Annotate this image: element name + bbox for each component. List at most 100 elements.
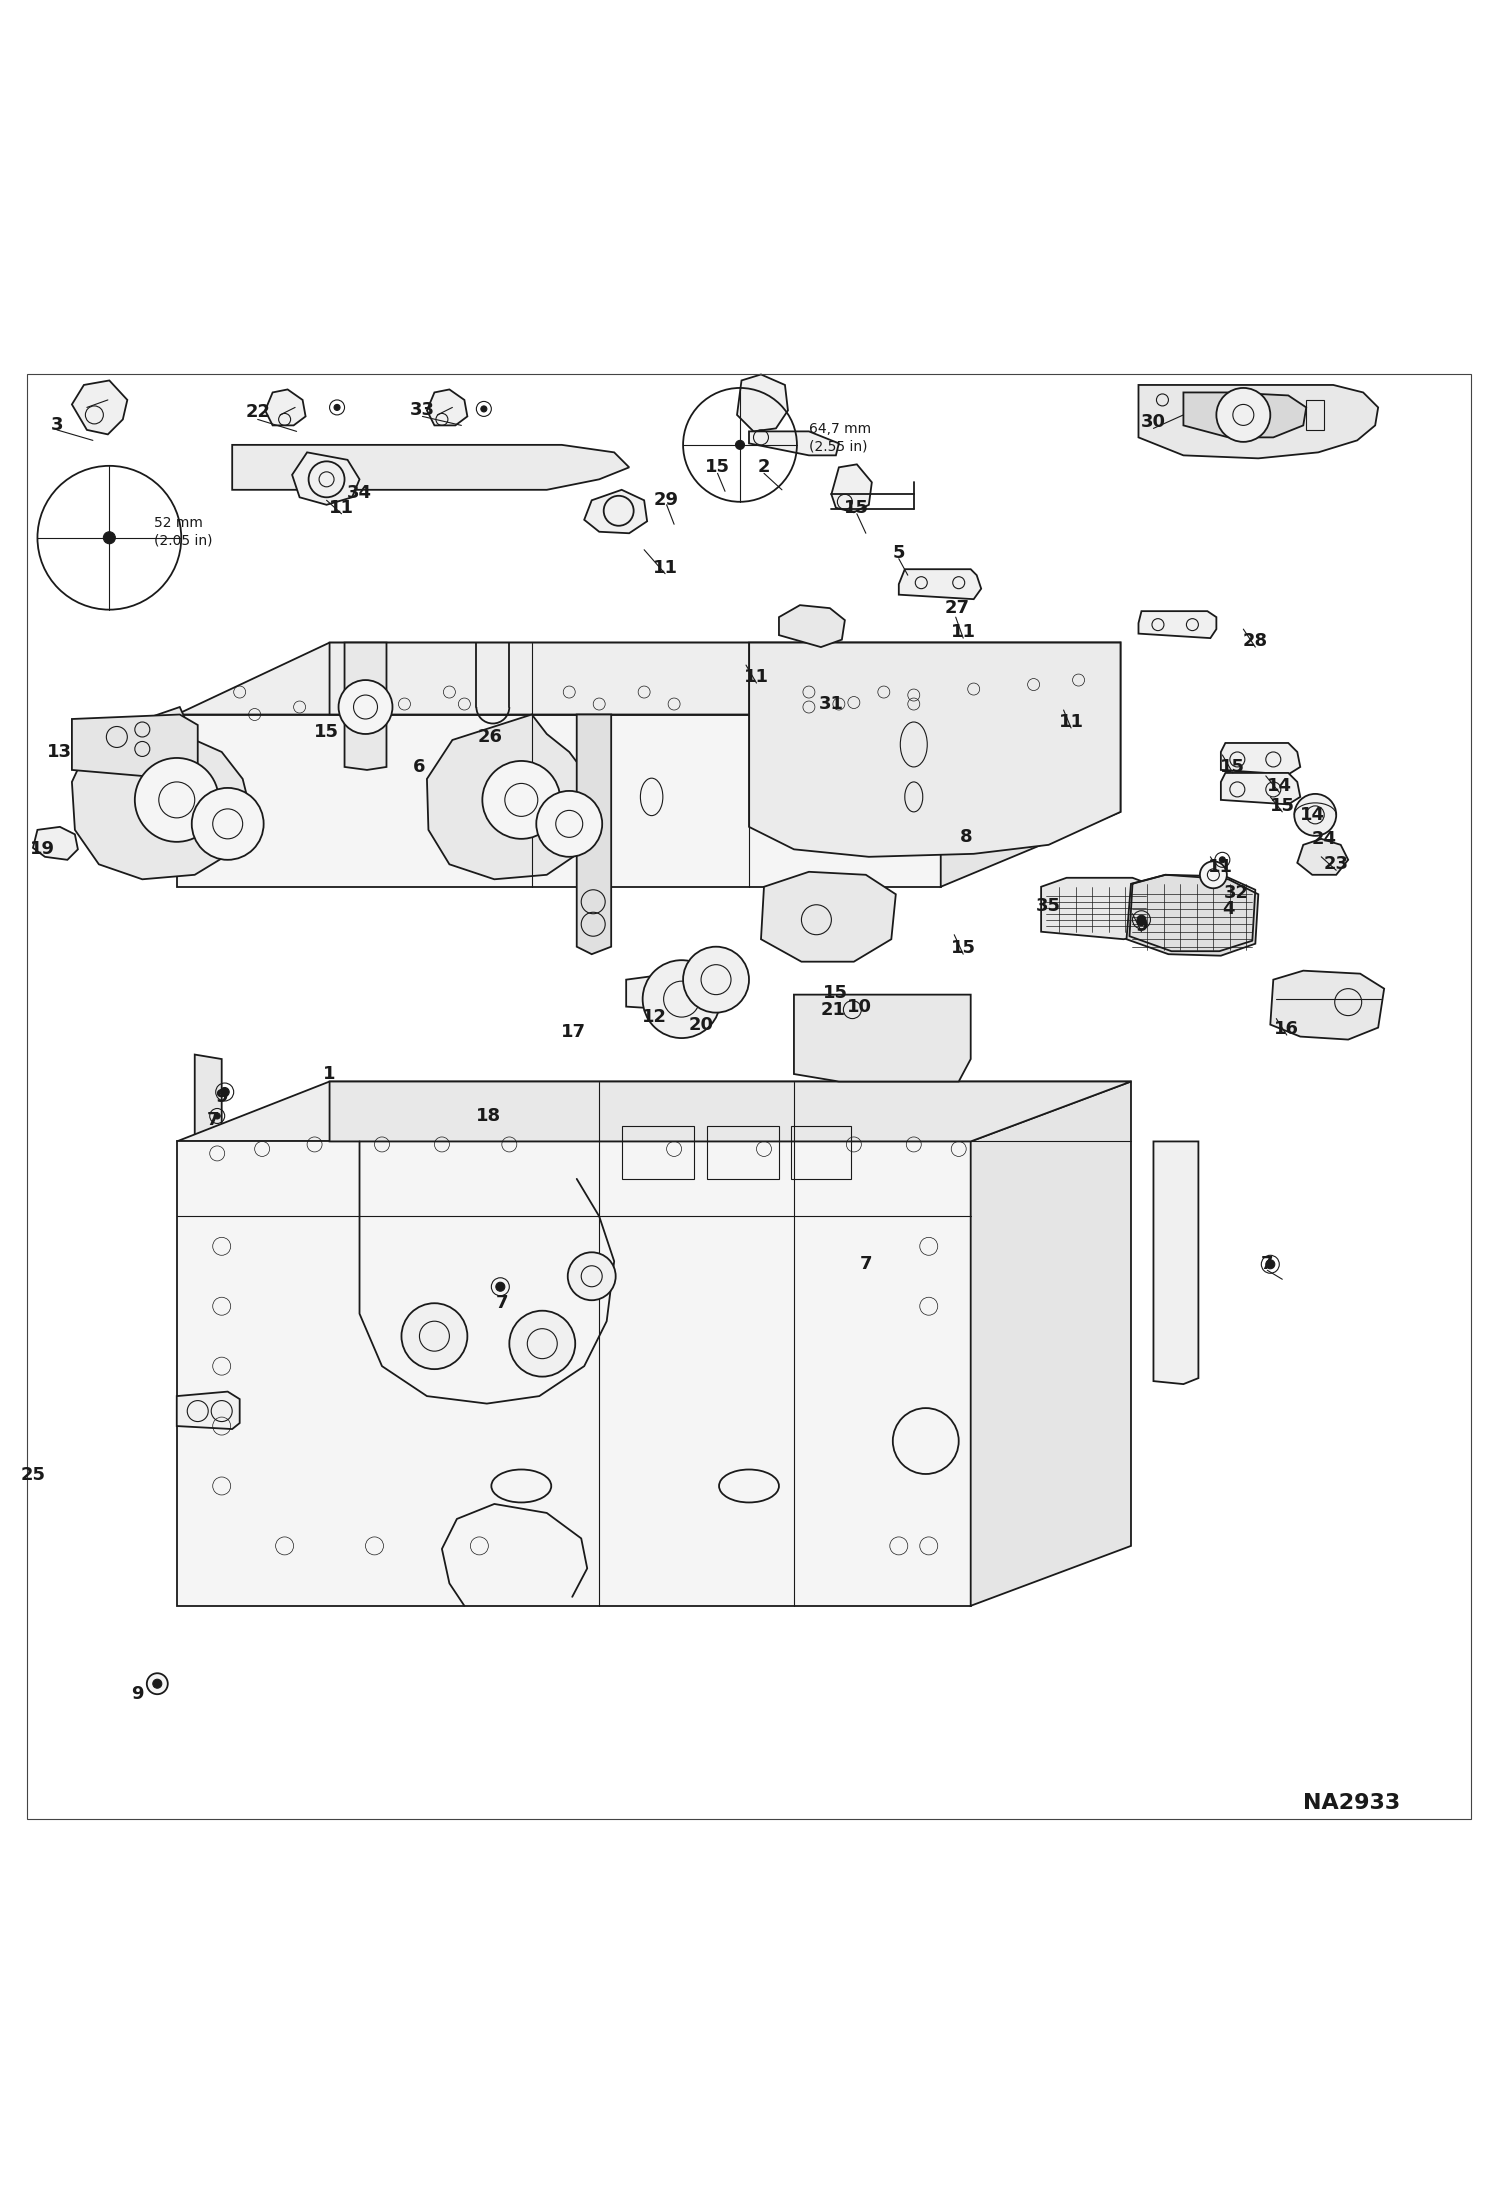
Polygon shape [584,489,647,533]
Circle shape [536,792,602,857]
Text: 28: 28 [1243,632,1267,649]
Polygon shape [577,715,611,954]
Polygon shape [1183,393,1306,436]
Circle shape [401,1303,467,1368]
Circle shape [220,1088,229,1096]
Polygon shape [427,390,467,425]
Text: 17: 17 [562,1024,586,1042]
Text: 34: 34 [348,485,372,502]
Polygon shape [1221,743,1300,774]
Text: 21: 21 [821,1000,845,1018]
Circle shape [481,406,487,412]
Text: 7: 7 [207,1112,219,1129]
Polygon shape [941,643,1121,886]
Text: 11: 11 [951,623,975,640]
Polygon shape [177,643,1121,715]
Polygon shape [427,715,599,879]
Text: 2: 2 [758,458,770,476]
Circle shape [214,1114,220,1118]
Text: 33: 33 [410,401,434,419]
Text: 15: 15 [845,498,869,518]
Circle shape [1200,862,1227,888]
Text: 11: 11 [330,498,354,518]
Polygon shape [749,643,1121,857]
Text: 11: 11 [653,559,677,577]
Polygon shape [330,1081,1131,1140]
Circle shape [334,404,340,410]
Text: 11: 11 [1059,713,1083,730]
Text: 11: 11 [1209,857,1233,877]
Polygon shape [761,873,896,963]
Circle shape [103,531,115,544]
Text: 15: 15 [706,458,730,476]
Circle shape [736,441,745,450]
Polygon shape [177,1393,240,1430]
Polygon shape [794,996,971,1081]
Text: 11: 11 [745,669,768,686]
Polygon shape [1138,612,1216,638]
Polygon shape [1270,971,1384,1039]
Text: 14: 14 [1300,805,1324,825]
Polygon shape [33,827,78,860]
Circle shape [1294,794,1336,836]
Polygon shape [779,605,845,647]
Polygon shape [737,375,788,432]
Circle shape [1137,914,1146,923]
Text: 22: 22 [246,404,270,421]
Circle shape [496,1283,505,1292]
Circle shape [153,1680,162,1689]
Bar [707,1127,779,1180]
Circle shape [643,961,721,1037]
Text: 7: 7 [860,1254,872,1274]
Text: 8: 8 [960,829,972,846]
Text: 13: 13 [48,743,72,761]
Polygon shape [177,1140,971,1605]
Polygon shape [831,465,872,513]
Text: 31: 31 [819,695,843,713]
Text: 5: 5 [893,544,905,561]
Bar [791,1127,851,1180]
Polygon shape [330,643,1121,715]
Text: 24: 24 [1312,829,1336,849]
Circle shape [147,1673,168,1695]
Polygon shape [626,974,689,1009]
Text: 20: 20 [689,1015,713,1033]
Polygon shape [265,390,306,425]
Text: 15: 15 [951,939,975,956]
Text: 10: 10 [848,998,872,1015]
Polygon shape [345,643,386,770]
Polygon shape [452,1092,502,1123]
Polygon shape [899,570,981,599]
Circle shape [482,761,560,840]
Text: 14: 14 [1267,776,1291,796]
Text: 23: 23 [1324,855,1348,873]
Text: 9: 9 [1135,917,1147,934]
Circle shape [568,1252,616,1300]
Text: 15: 15 [315,724,339,741]
Circle shape [135,759,219,842]
Polygon shape [72,715,198,779]
Text: 30: 30 [1141,414,1165,432]
Text: 64,7 mm
(2.55 in): 64,7 mm (2.55 in) [809,421,870,454]
Polygon shape [72,379,127,434]
Polygon shape [1126,875,1258,956]
Circle shape [509,1311,575,1377]
Polygon shape [232,445,629,489]
Text: 29: 29 [655,491,679,509]
Text: 27: 27 [945,599,969,616]
Text: 35: 35 [1037,897,1061,914]
Text: 9: 9 [216,1088,228,1105]
Text: 15: 15 [1221,759,1245,776]
Circle shape [1266,1259,1275,1270]
Text: 3: 3 [51,417,63,434]
Circle shape [683,947,749,1013]
Text: 18: 18 [476,1107,500,1125]
Circle shape [339,680,392,735]
Polygon shape [72,706,252,879]
Polygon shape [195,1055,222,1145]
Polygon shape [1138,386,1378,458]
Polygon shape [749,432,839,456]
Text: 1: 1 [324,1066,336,1083]
Text: 6: 6 [413,759,425,776]
Text: 15: 15 [1270,796,1294,816]
